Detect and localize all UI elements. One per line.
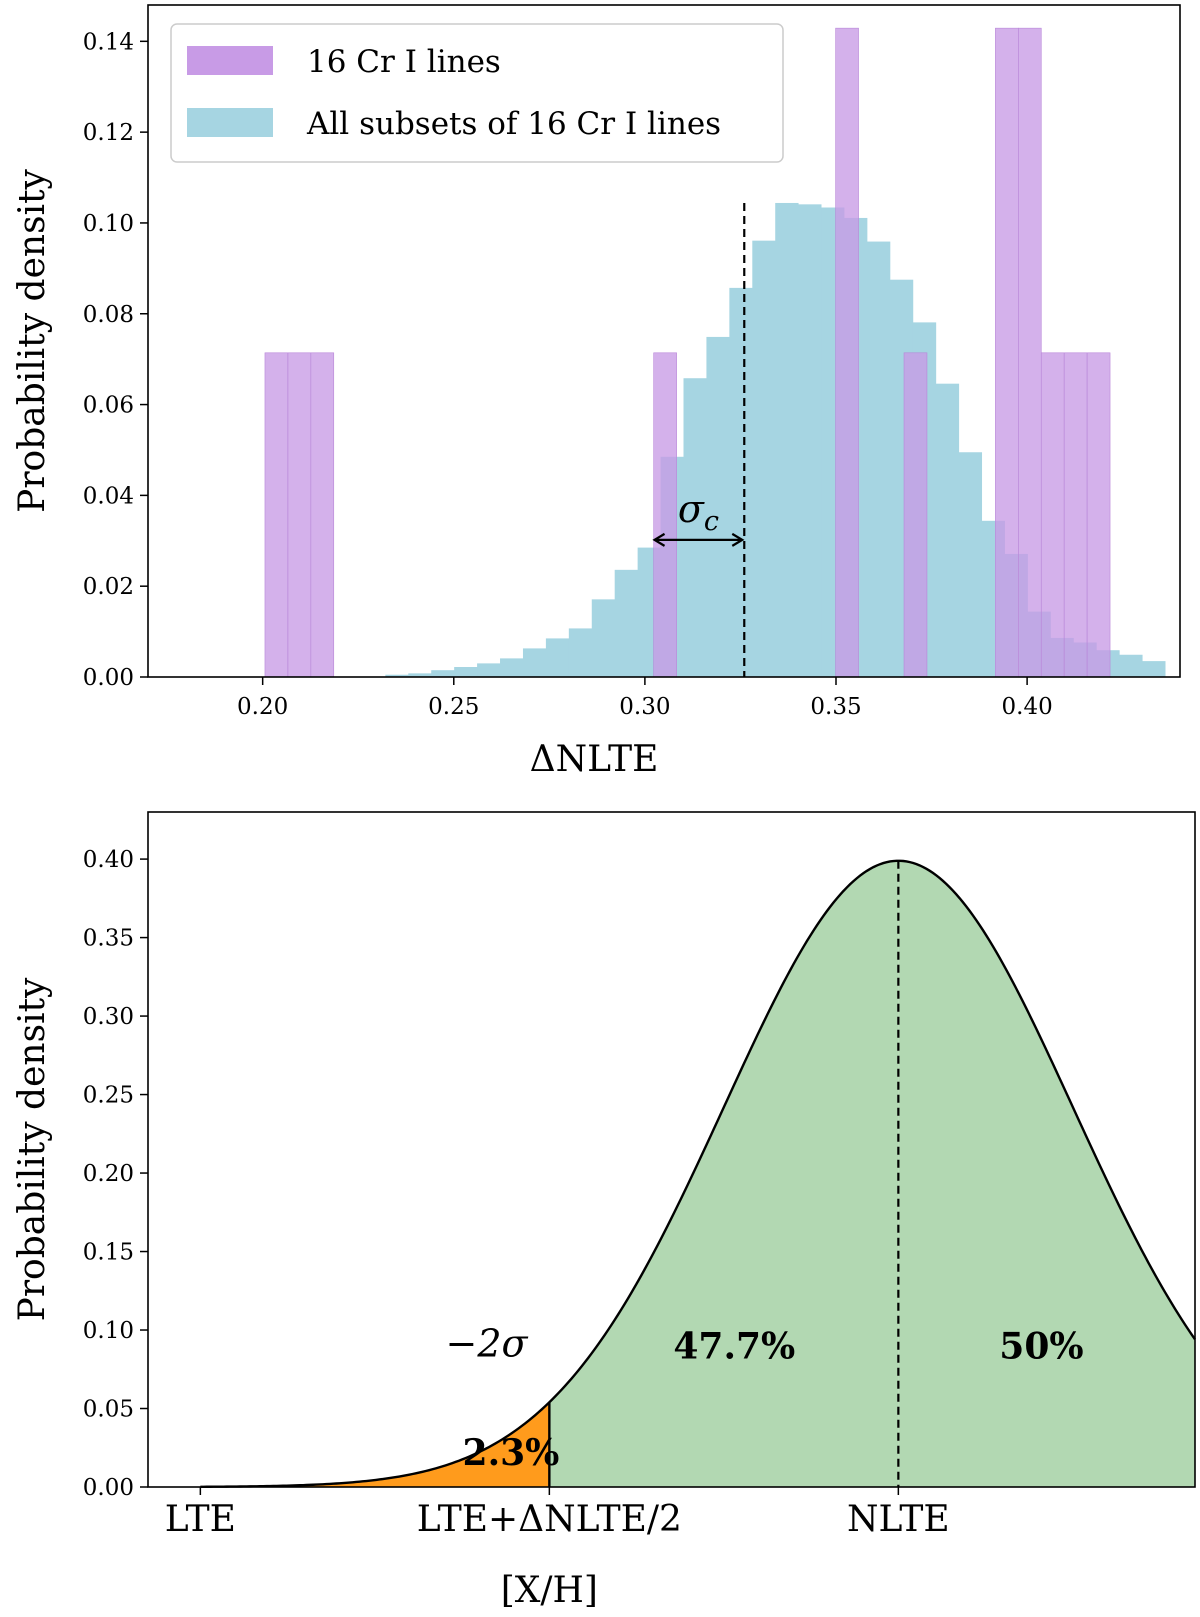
bottom-normal-chart: 2.3% 47.7% 50% −2σ 0.00 0.05 0.10 0.15 0.20 0.25 0…: [12, 811, 1196, 1611]
bottom-axes-frame: [147, 811, 1196, 1488]
bar-all-subsets: [500, 658, 524, 677]
y-tick-label: 0.14: [83, 29, 134, 55]
bar-all-subsets: [935, 383, 960, 677]
bar-all-subsets: [591, 599, 616, 677]
bar-16-cr-lines: [264, 352, 289, 678]
x-tick-label: 0.30: [619, 694, 670, 720]
y-tick-label: 0.12: [83, 120, 134, 146]
normal-curve: [200, 859, 1196, 1488]
bar-all-subsets: [522, 648, 547, 677]
bar-all-subsets: [545, 638, 570, 677]
region-middle-fill: [549, 860, 899, 1487]
bar-all-subsets: [408, 673, 432, 677]
y-tick-label: 0.10: [83, 211, 134, 237]
bar-all-subsets: [477, 663, 501, 677]
bar-16-cr-lines: [835, 27, 859, 678]
legend-label-all-subsets: All subsets of 16 Cr I lines: [306, 106, 721, 142]
bar-16-cr-lines: [1040, 352, 1065, 678]
bar-all-subsets: [454, 667, 478, 677]
legend-label-16-cr-lines: 16 Cr I lines: [307, 44, 501, 80]
x-tick-label: NLTE: [847, 1499, 950, 1540]
y-tick-label: 0.06: [83, 393, 134, 419]
x-tick-label: 0.20: [237, 694, 288, 720]
y-tick-label: 0.04: [83, 483, 134, 509]
bar-all-subsets: [1142, 661, 1166, 677]
bar-all-subsets: [775, 202, 799, 677]
y-tick-label: 0.02: [83, 574, 134, 600]
y-tick-label: 0.40: [83, 847, 134, 873]
bar-all-subsets: [706, 336, 730, 677]
bar-all-subsets: [614, 569, 639, 677]
top-axes-frame: [147, 4, 1181, 678]
bar-all-subsets: [568, 628, 593, 677]
sigma-c-label: σc: [678, 487, 719, 537]
y-tick-label: 0.08: [83, 302, 134, 328]
x-axis-label: ΔNLTE: [530, 739, 659, 780]
x-tick-label: LTE+ΔNLTE/2: [417, 1499, 682, 1540]
bar-16-cr-lines: [1086, 352, 1111, 678]
x-axis-label: [X/H]: [501, 1570, 598, 1611]
bar-all-subsets: [752, 240, 776, 677]
bar-all-subsets: [1119, 654, 1143, 677]
bar-16-cr-lines: [287, 352, 312, 678]
bar-16-cr-lines: [310, 352, 335, 678]
bar-all-subsets: [385, 674, 409, 677]
bar-16-cr-lines: [653, 352, 677, 678]
x-tick-label: 0.40: [1002, 694, 1053, 720]
sigma-arrow-head-right: [731, 532, 745, 547]
bar-all-subsets: [958, 452, 983, 677]
bar-all-subsets: [431, 670, 455, 677]
region-upper-half-fill: [898, 860, 1195, 1487]
x-tick-label: 0.25: [428, 694, 479, 720]
top-histogram-chart: σc 0.00 0.02 0.04 0.06 0.08 0.10 0.12 0.14 0.20 0.…: [12, 4, 1181, 780]
sigma-arrow-head-left: [652, 532, 666, 547]
y-axis-label: Probability density: [12, 977, 53, 1321]
y-tick-label: 0.25: [83, 1083, 134, 1109]
minus-2sigma-label: −2σ: [446, 1322, 529, 1366]
bar-all-subsets: [866, 241, 891, 677]
y-tick-label: 0.05: [83, 1397, 134, 1423]
bar-16-cr-lines: [1018, 27, 1042, 678]
legend-box: [170, 23, 784, 163]
region-lte-tail-fill: [200, 1402, 550, 1487]
y-tick-label: 0.10: [83, 1318, 134, 1344]
y-tick-label: 0.00: [83, 1475, 134, 1501]
bar-all-subsets: [798, 204, 822, 678]
legend-swatch-16-cr-lines: [187, 46, 273, 75]
y-tick-label: 0.15: [83, 1240, 134, 1266]
region-label-2-3: 2.3%: [463, 1432, 560, 1474]
region-label-47-7: 47.7%: [673, 1325, 795, 1367]
y-tick-label: 0.35: [83, 926, 134, 952]
region-label-50: 50%: [999, 1325, 1083, 1367]
y-tick-label: 0.20: [83, 1161, 134, 1187]
bar-16-cr-lines: [1063, 352, 1088, 678]
x-tick-label: LTE: [165, 1499, 236, 1540]
y-tick-label: 0.30: [83, 1004, 134, 1030]
bar-all-subsets: [729, 287, 753, 677]
x-tick-label: 0.35: [810, 694, 861, 720]
bar-16-cr-lines: [995, 27, 1019, 678]
legend-swatch-all-subsets: [187, 108, 273, 137]
y-axis-label: Probability density: [12, 168, 53, 512]
bar-all-subsets: [683, 378, 707, 677]
bar-16-cr-lines: [903, 352, 928, 678]
y-tick-label: 0.00: [83, 665, 134, 691]
